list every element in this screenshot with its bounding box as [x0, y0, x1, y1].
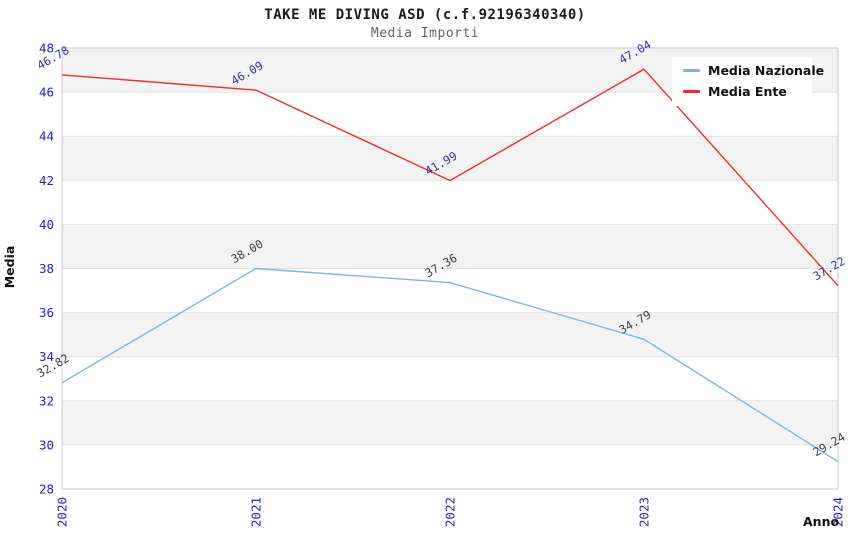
y-axis-title: Media [2, 245, 17, 289]
legend-label: Media Ente [708, 84, 787, 99]
y-tick-label: 48 [39, 41, 54, 56]
plot-band [62, 224, 838, 269]
legend-swatch-icon [683, 90, 700, 93]
series-line-media-nazionale [61, 267, 839, 463]
x-tick-label: 2024 [831, 497, 846, 527]
y-tick-label: 38 [39, 261, 54, 276]
plot-band [62, 312, 838, 357]
x-tick-label: 2021 [249, 497, 264, 527]
y-tick-label: 32 [39, 393, 54, 408]
legend-label: Media Nazionale [708, 63, 825, 78]
x-tick-label: 2023 [637, 497, 652, 527]
y-tick-label: 28 [39, 482, 54, 497]
legend: Media Nazionale Media Ente [672, 57, 824, 106]
plot-border [61, 47, 839, 490]
y-tick-label: 46 [39, 85, 54, 100]
plot-band [62, 400, 838, 445]
chart-subtitle: Media Importi [370, 26, 480, 41]
x-axis-title: Anno [803, 514, 840, 529]
chart-title: TAKE ME DIVING ASD (c.f.92196340340) [264, 7, 586, 23]
y-tick-label: 42 [39, 173, 54, 188]
y-tick-label: 40 [39, 217, 54, 232]
legend-item-media-nazionale: Media Nazionale [672, 60, 824, 81]
plot-band [62, 136, 838, 181]
x-tick-label: 2022 [443, 497, 458, 527]
legend-swatch-icon [683, 69, 700, 72]
legend-item-media-ente: Media Ente [672, 81, 812, 102]
y-tick-label: 34 [39, 349, 54, 364]
y-tick-label: 30 [39, 437, 54, 452]
x-tick-label: 2020 [55, 497, 70, 527]
y-tick-label: 36 [39, 305, 54, 320]
series-line-media-ente [61, 68, 839, 287]
y-tick-label: 44 [39, 129, 54, 144]
